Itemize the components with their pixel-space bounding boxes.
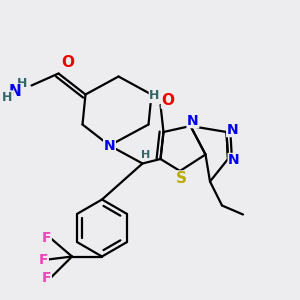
Text: F: F (39, 253, 48, 266)
Text: H: H (17, 77, 28, 91)
Text: N: N (187, 114, 199, 128)
Text: H: H (149, 89, 160, 103)
Text: N: N (227, 123, 238, 136)
Text: H: H (141, 149, 150, 160)
Text: N: N (228, 154, 240, 167)
Text: O: O (161, 93, 175, 108)
Text: H: H (2, 91, 13, 104)
Text: N: N (104, 139, 115, 152)
Text: O: O (61, 56, 74, 70)
Text: N: N (9, 84, 21, 99)
Text: F: F (42, 271, 51, 284)
Text: F: F (42, 232, 51, 245)
Text: S: S (176, 171, 187, 186)
